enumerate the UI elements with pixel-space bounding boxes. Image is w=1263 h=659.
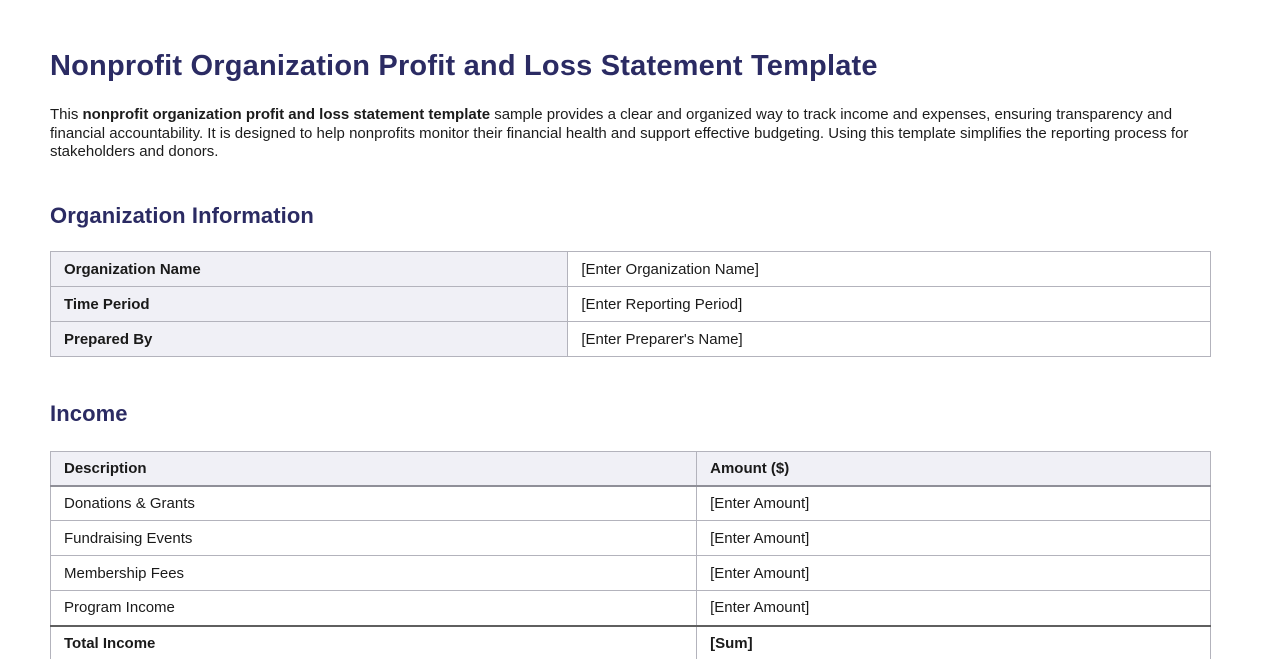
prepared-by-value: [Enter Preparer's Name] — [567, 321, 1211, 358]
table-row: Program Income [Enter Amount] — [49, 590, 1211, 627]
time-period-value: [Enter Reporting Period] — [567, 286, 1211, 323]
income-row-amount: [Enter Amount] — [696, 555, 1211, 592]
table-row: Fundraising Events [Enter Amount] — [49, 520, 1211, 557]
income-row-description: Program Income — [49, 590, 698, 627]
time-period-label: Time Period — [49, 286, 569, 323]
amount-column-header: Amount ($) — [696, 451, 1211, 487]
total-income-amount: [Sum] — [696, 624, 1211, 659]
table-row: Organization Name [Enter Organization Na… — [49, 251, 1211, 288]
table-row: Time Period [Enter Reporting Period] — [49, 286, 1211, 323]
table-row: Prepared By [Enter Preparer's Name] — [49, 321, 1211, 358]
intro-prefix: This — [50, 106, 83, 123]
intro-suffix: sample provides a clear and organized wa… — [50, 106, 1189, 161]
prepared-by-label: Prepared By — [49, 321, 569, 358]
document-page: Nonprofit Organization Profit and Loss S… — [0, 52, 1263, 659]
income-heading: Income — [50, 401, 128, 427]
income-row-amount: [Enter Amount] — [696, 485, 1211, 522]
income-row-description: Donations & Grants — [49, 485, 698, 522]
description-column-header: Description — [49, 451, 698, 487]
org-name-value: [Enter Organization Name] — [567, 251, 1211, 288]
table-row: Donations & Grants [Enter Amount] — [49, 485, 1211, 522]
total-income-label: Total Income — [49, 624, 698, 659]
intro-paragraph: This nonprofit organization profit and l… — [50, 106, 1200, 162]
total-income-row: Total Income [Sum] — [49, 624, 1211, 659]
page-title: Nonprofit Organization Profit and Loss S… — [50, 50, 878, 82]
income-header-row: Description Amount ($) — [49, 451, 1211, 487]
income-row-description: Membership Fees — [49, 555, 698, 592]
income-row-description: Fundraising Events — [49, 520, 698, 557]
org-name-label: Organization Name — [49, 251, 569, 288]
table-row: Membership Fees [Enter Amount] — [49, 555, 1211, 592]
organization-information-heading: Organization Information — [50, 203, 314, 229]
intro-bold-phrase: nonprofit organization profit and loss s… — [82, 106, 491, 123]
income-row-amount: [Enter Amount] — [696, 520, 1211, 557]
organization-information-table: Organization Name [Enter Organization Na… — [49, 251, 1211, 358]
income-row-amount: [Enter Amount] — [696, 590, 1211, 627]
income-table: Description Amount ($) Donations & Grant… — [49, 451, 1211, 659]
